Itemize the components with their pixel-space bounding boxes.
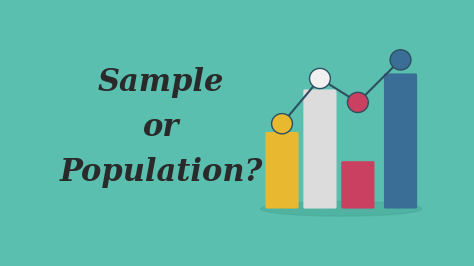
- Text: Sample: Sample: [98, 67, 224, 98]
- FancyBboxPatch shape: [265, 132, 299, 209]
- FancyBboxPatch shape: [384, 73, 417, 209]
- Ellipse shape: [272, 114, 292, 134]
- FancyBboxPatch shape: [303, 89, 337, 209]
- FancyBboxPatch shape: [341, 161, 374, 209]
- Ellipse shape: [310, 68, 330, 89]
- Text: or: or: [143, 112, 180, 143]
- Ellipse shape: [347, 92, 368, 113]
- Ellipse shape: [390, 50, 411, 70]
- Ellipse shape: [261, 202, 422, 216]
- Text: Population?: Population?: [59, 157, 263, 188]
